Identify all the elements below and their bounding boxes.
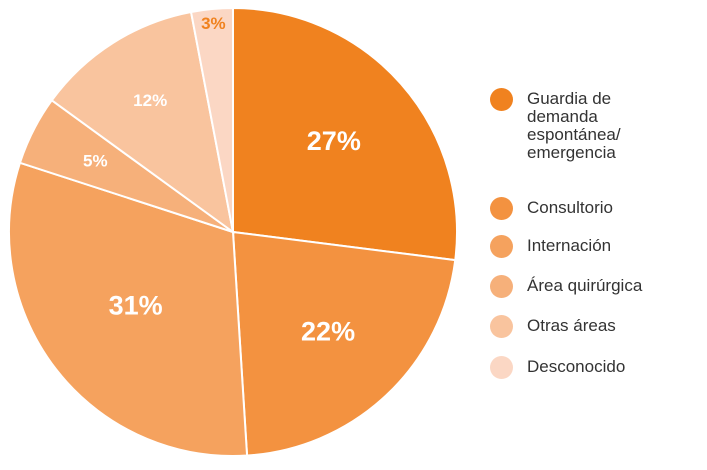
slice (8, 161, 249, 457)
legend-item: Consultorio (490, 197, 657, 220)
slice-label: 5% (83, 151, 108, 170)
legend-swatch (490, 235, 513, 258)
legend-item: Otras áreas (490, 315, 657, 338)
slice (189, 6, 234, 233)
legend-swatch (490, 356, 513, 379)
legend-label: Guardia de demanda espontánea/ emergenci… (527, 89, 621, 162)
legend-swatch (490, 88, 513, 111)
slice-label: 3% (201, 14, 226, 33)
legend-item: Guardia de demanda espontánea/ emergenci… (490, 88, 657, 162)
legend-swatch (490, 197, 513, 220)
legend-swatch (490, 315, 513, 338)
slice (232, 6, 458, 262)
legend-item: Internación (490, 235, 657, 258)
legend-label: Otras áreas (527, 316, 616, 335)
legend-label: Área quirúrgica (527, 276, 643, 295)
slice-label: 22% (301, 316, 355, 346)
slice (50, 10, 235, 235)
legend-item: Área quirúrgica (490, 275, 657, 298)
slice-label: 12% (133, 91, 167, 110)
slice (231, 230, 457, 457)
legend-label: Consultorio (527, 198, 613, 217)
slice-label: 31% (109, 291, 163, 321)
legend-label: Desconocido (527, 357, 626, 376)
slice-label: 27% (307, 126, 361, 156)
legend-label: Internación (527, 236, 612, 255)
legend-item: Desconocido (490, 356, 657, 379)
legend-swatch (490, 275, 513, 298)
